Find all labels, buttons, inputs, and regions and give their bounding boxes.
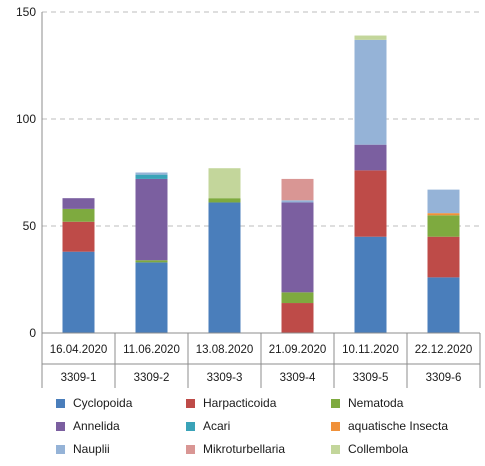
legend-item: Harpacticoida: [186, 396, 331, 410]
bar-segment: [354, 39, 387, 145]
bar-segment: [208, 168, 241, 199]
legend-item: Nauplii: [56, 442, 186, 456]
bar-segment: [62, 208, 95, 222]
legend-item: Nematoda: [331, 396, 476, 410]
legend-item: Mikroturbellaria: [186, 442, 331, 456]
legend-label: Mikroturbellaria: [203, 442, 286, 456]
x-subcategory-label: 3309-1: [61, 372, 97, 384]
bar-segment: [354, 35, 387, 40]
bar-segment: [62, 221, 95, 252]
bar-segment: [281, 200, 314, 203]
x-axis: 16.04.2020 3309-1 11.06.2020 3309-2 13.08.20…: [41, 12, 481, 388]
legend-label: Nematoda: [348, 396, 404, 410]
bar-segment: [427, 277, 460, 333]
stacked-bar-chart: 0 50 100 150 16.04.2020 3309-1 11.06.2020 3309…: [16, 5, 481, 388]
bar-segment: [281, 303, 314, 333]
bar-segment: [427, 213, 460, 216]
y-tick-label: 0: [29, 326, 36, 340]
y-tick-label: 150: [16, 5, 36, 19]
legend-label: aquatische Insecta: [348, 419, 449, 433]
legend-item: aquatische Insecta: [331, 419, 476, 433]
legend-label: Annelida: [73, 419, 120, 433]
x-subcategory-label: 3309-2: [134, 372, 170, 384]
x-subcategory-label: 3309-5: [353, 372, 389, 384]
bar-segment: [281, 202, 314, 293]
legend-item: Acari: [186, 419, 331, 433]
x-subcategory-label: 3309-4: [280, 372, 316, 384]
bar-segment: [135, 172, 168, 175]
legend-label: Harpacticoida: [203, 396, 277, 410]
x-category-label: 13.08.2020: [196, 344, 254, 356]
bar-segment: [62, 251, 95, 333]
legend-item: Cyclopoida: [56, 396, 186, 410]
legend-swatch: [56, 398, 65, 408]
y-tick-label: 50: [23, 219, 37, 233]
legend-label: Nauplii: [73, 442, 110, 456]
x-category-label: 10.11.2020: [342, 344, 399, 356]
bar-segment: [427, 189, 460, 214]
legend-swatch: [331, 421, 340, 431]
y-tick-label: 100: [16, 112, 36, 126]
legend-swatch: [186, 398, 195, 408]
y-axis: 0 50 100 150: [16, 5, 36, 340]
legend-label: Collembola: [348, 442, 409, 456]
bars: [62, 35, 460, 333]
legend-item: Annelida: [56, 419, 186, 433]
bar-segment: [354, 144, 387, 171]
bar-segment: [208, 202, 241, 333]
legend-swatch: [56, 444, 65, 454]
bar-segment: [135, 262, 168, 333]
legend: Cyclopoida Harpacticoida Nematoda Annelida A…: [56, 396, 476, 456]
x-category-label: 22.12.2020: [415, 344, 473, 356]
legend-label: Acari: [203, 419, 231, 433]
bar-segment: [281, 178, 314, 201]
legend-item: Collembola: [331, 442, 476, 456]
x-category-label: 21.09.2020: [269, 344, 327, 356]
bar-segment: [281, 292, 314, 304]
gridlines: [42, 11, 480, 227]
x-category-label: 11.06.2020: [123, 344, 180, 356]
legend-swatch: [331, 444, 340, 454]
bar-segment: [135, 174, 168, 179]
legend-swatch: [186, 421, 195, 431]
legend-swatch: [56, 421, 65, 431]
bar-segment: [62, 198, 95, 209]
x-category-label: 16.04.2020: [50, 344, 108, 356]
bar-segment: [135, 178, 168, 261]
x-subcategory-label: 3309-3: [207, 372, 243, 384]
legend-swatch: [331, 398, 340, 408]
bar-segment: [354, 170, 387, 237]
bar-segment: [208, 198, 241, 203]
bar-segment: [427, 236, 460, 278]
x-subcategory-label: 3309-6: [426, 372, 462, 384]
bar-segment: [354, 236, 387, 333]
bar-segment: [427, 215, 460, 237]
legend-label: Cyclopoida: [73, 396, 133, 410]
legend-swatch: [186, 444, 195, 454]
bar-segment: [135, 260, 168, 263]
